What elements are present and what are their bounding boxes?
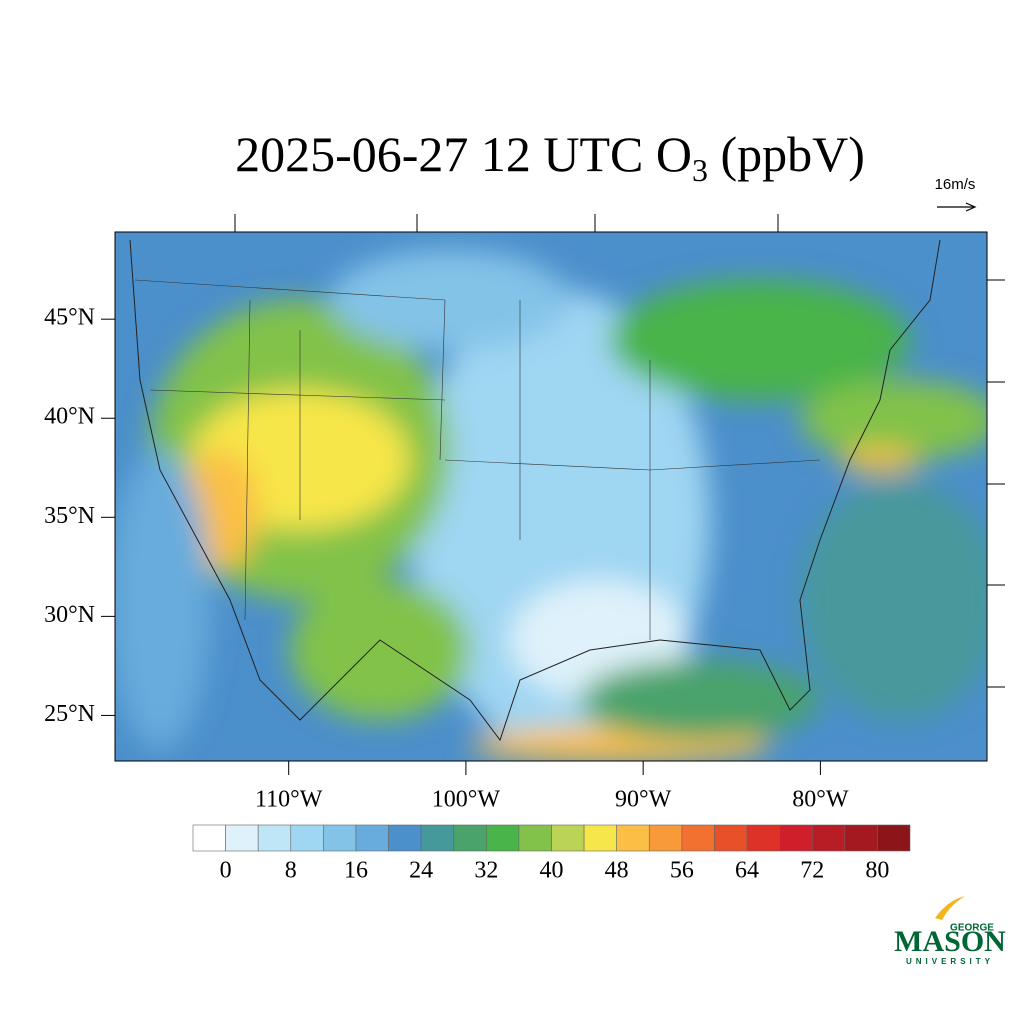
y-tick-label: 25°N (44, 701, 95, 727)
colorbar-box (486, 824, 520, 852)
x-tick-label: 110°W (255, 787, 323, 813)
logo-top: GEORGE (950, 923, 994, 934)
vector-reference-label: 16m/s (935, 176, 976, 193)
colorbar-label: 24 (409, 858, 433, 884)
colorbar-box (290, 824, 324, 852)
colorbar-box (779, 824, 813, 852)
colorbar-label: 40 (540, 858, 564, 884)
title: 2025-06-27 12 UTC O3 (ppbV) (235, 126, 865, 188)
top-ticks (234, 214, 1005, 688)
title-suffix: (ppbV) (708, 126, 865, 182)
y-tick-label: 45°N (44, 305, 95, 331)
y-tick-label: 30°N (44, 602, 95, 628)
colorbar-box (583, 824, 617, 852)
colorbar-box (225, 824, 259, 852)
colorbar-box (746, 824, 780, 852)
x-tick-label: 80°W (792, 787, 849, 813)
y-tick-label: 35°N (44, 503, 95, 529)
title-text: 2025-06-27 12 UTC O (235, 126, 692, 182)
colorbar-box (323, 824, 357, 852)
colorbar-box (355, 824, 389, 852)
logo-main: MASON (894, 925, 1006, 958)
colorbar-box (453, 824, 487, 852)
colorbar-label: 0 (220, 858, 232, 884)
title-subscript: 3 (692, 152, 708, 188)
colorbar-box (192, 824, 226, 852)
colorbar-box (551, 824, 585, 852)
colorbar-label: 56 (670, 858, 694, 884)
x-tick-label: 100°W (432, 787, 501, 813)
colorbar-box (616, 824, 650, 852)
colorbar-label: 32 (474, 858, 498, 884)
colorbar-box (388, 824, 422, 852)
colorbar-box (877, 824, 911, 852)
colorbar-box (811, 824, 846, 852)
colorbar-label: 8 (285, 858, 297, 884)
y-tick-label: 40°N (44, 404, 95, 430)
colorbar-label: 64 (735, 858, 759, 884)
colorbar-box (648, 824, 683, 852)
colorbar-label: 72 (800, 858, 824, 884)
x-tick-label: 90°W (615, 787, 672, 813)
colorbar-box (844, 824, 878, 852)
logo-bottom: UNIVERSITY (906, 957, 994, 966)
colorbar-box (420, 824, 455, 852)
logo: GEORGE MASON UNIVERSITY (894, 896, 1006, 966)
map-frame (114, 231, 988, 762)
colorbar-label: 48 (605, 858, 629, 884)
colorbar-box (518, 824, 552, 852)
colorbar-box (681, 824, 715, 852)
colorbar-label: 80 (865, 858, 889, 884)
colorbar-label: 16 (344, 858, 368, 884)
map-field (115, 232, 987, 761)
vector-reference-arrow (937, 202, 977, 212)
colorbar-box (257, 824, 292, 852)
colorbar-box (714, 824, 748, 852)
